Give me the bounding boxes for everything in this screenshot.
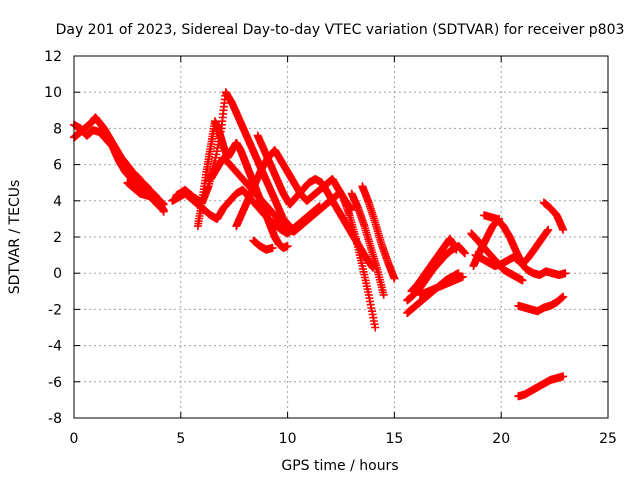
plus-marker-trace [514,292,568,316]
grid-lines [74,56,608,418]
x-tick-label: 10 [279,431,297,447]
plus-marker-trace [469,214,504,270]
y-tick-label: -8 [48,411,62,427]
y-tick-label: 2 [53,230,62,246]
series-arc10 [249,236,277,254]
plus-marker-trace [407,234,461,296]
y-tick-label: 0 [53,266,62,282]
series-arc9 [253,131,377,272]
plus-marker-trace [416,272,467,299]
series-arc21 [469,214,504,270]
y-tick-label: 12 [44,49,62,65]
chart-title: Day 201 of 2023, Sidereal Day-to-day VTE… [56,22,625,38]
plus-marker-trace [123,178,168,216]
series-arc13 [358,182,399,283]
plus-marker-trace [539,198,568,234]
plus-marker-trace [232,146,356,231]
plus-marker-trace [339,193,380,332]
series-arc22 [514,292,568,316]
plus-marker-trace [347,189,388,299]
series-arc8 [232,146,356,231]
series-arc12 [347,189,388,299]
plus-marker-trace [403,242,469,305]
plus-marker-trace [172,88,294,231]
y-tick-label: -2 [48,302,62,318]
series-arc15 [403,242,469,305]
plot-frame [73,55,609,419]
y-tick-label: 8 [53,121,62,137]
x-tick-label: 25 [599,431,617,447]
plus-marker-trace [514,372,568,401]
x-tick-label: 5 [176,431,185,447]
y-axis-label: SDTVAR / TECUs [7,180,23,295]
plus-marker-trace [253,131,377,272]
series-arc5 [172,88,294,231]
x-tick-labels: 0 5 10 15 20 25 [70,431,617,447]
series-arc3 [123,178,168,216]
data-points [70,88,570,401]
y-tick-label: -4 [48,339,62,355]
series-arc17 [416,272,467,299]
plus-marker-trace [249,236,277,254]
y-tick-labels: -8 -6 -4 -2 0 2 4 6 8 10 12 [44,49,62,427]
x-tick-label: 0 [70,431,79,447]
plus-marker-trace [358,182,399,283]
x-tick-label: 15 [385,431,403,447]
y-tick-label: 10 [44,85,62,101]
y-tick-label: -6 [48,375,62,391]
y-tick-label: 6 [53,158,62,174]
series-arc24 [514,372,568,401]
y-tick-label: 4 [53,194,62,210]
series-arc16 [407,234,461,296]
series-arc23 [539,198,568,234]
x-axis-label: GPS time / hours [281,458,398,474]
series-arc11 [339,193,380,332]
x-tick-label: 20 [492,431,510,447]
